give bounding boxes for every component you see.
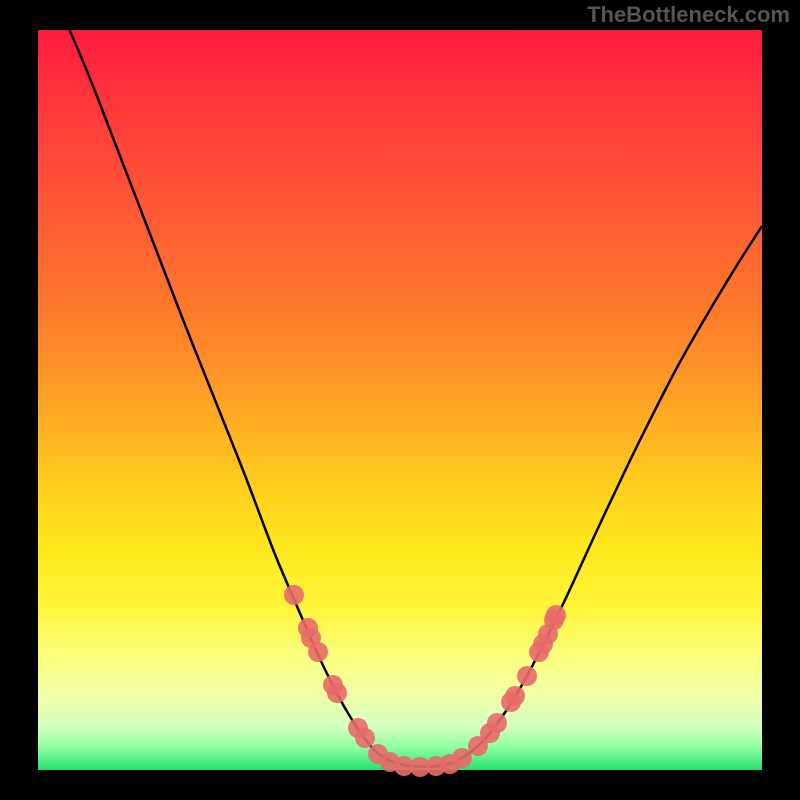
data-marker: [327, 683, 347, 703]
watermark-text: TheBottleneck.com: [587, 2, 790, 28]
marker-group: [284, 585, 566, 777]
data-marker: [308, 642, 328, 662]
data-marker: [546, 605, 566, 625]
data-marker: [517, 666, 537, 686]
data-marker: [284, 585, 304, 605]
data-marker: [452, 748, 472, 768]
data-marker: [355, 728, 375, 748]
bottleneck-curve: [63, 15, 762, 767]
data-marker: [505, 686, 525, 706]
data-marker: [487, 713, 507, 733]
chart-root: TheBottleneck.com: [0, 0, 800, 800]
chart-svg: [0, 0, 800, 800]
